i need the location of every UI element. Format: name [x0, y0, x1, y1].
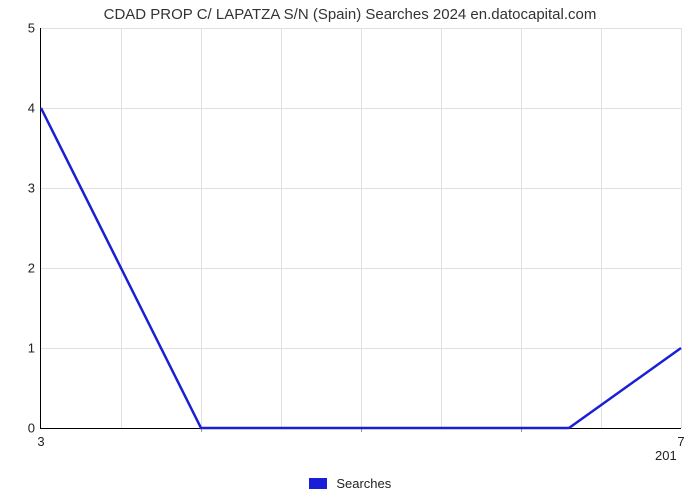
y-tick-label: 1 [28, 341, 35, 356]
x-extra-label: 201 [655, 448, 677, 463]
line-series [41, 28, 681, 428]
y-tick-label: 3 [28, 181, 35, 196]
chart-container: CDAD PROP C/ LAPATZA S/N (Spain) Searche… [0, 0, 700, 500]
chart-title: CDAD PROP C/ LAPATZA S/N (Spain) Searche… [0, 6, 700, 23]
y-tick-label: 0 [28, 421, 35, 436]
y-tick-label: 4 [28, 101, 35, 116]
x-tick-label: 3 [37, 434, 44, 449]
legend-label: Searches [336, 476, 391, 491]
series-line [41, 108, 681, 428]
y-tick-label: 2 [28, 261, 35, 276]
plot-area: 01234537201 [40, 28, 681, 429]
x-tick-label: 7 [677, 434, 684, 449]
grid-line-vertical [681, 28, 682, 428]
legend-swatch [309, 478, 327, 489]
legend: Searches [0, 475, 700, 491]
y-tick-label: 5 [28, 21, 35, 36]
